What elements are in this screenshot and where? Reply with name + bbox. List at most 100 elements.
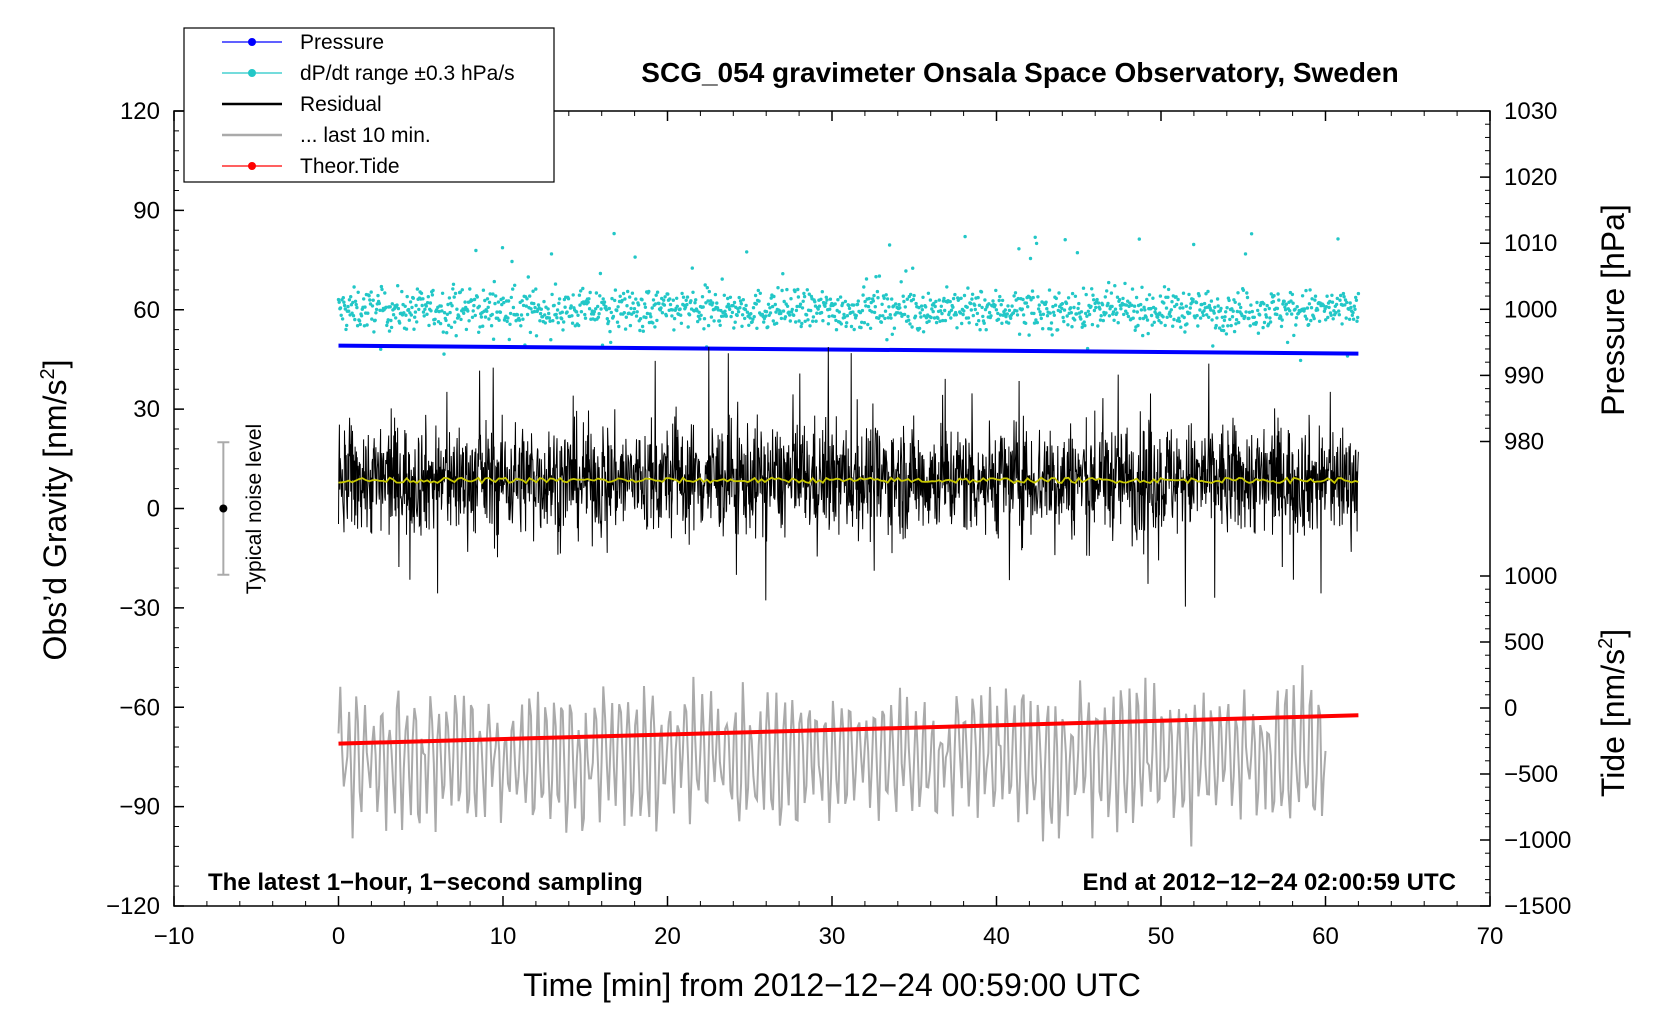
- dpdt-point: [996, 317, 1001, 321]
- dpdt-point: [1107, 314, 1112, 318]
- dpdt-point: [533, 305, 537, 310]
- dpdt-point: [828, 297, 833, 301]
- dpdt-point: [780, 288, 784, 293]
- dpdt-point: [362, 297, 366, 301]
- y-left-tick-label: 0: [147, 496, 160, 523]
- dpdt-point: [1330, 300, 1335, 304]
- dpdt-point: [728, 295, 733, 299]
- dpdt-point: [1202, 309, 1206, 313]
- dpdt-point: [1121, 296, 1125, 301]
- dpdt-point: [604, 305, 608, 309]
- dpdt-point: [1058, 309, 1063, 314]
- dpdt-point: [1356, 291, 1361, 296]
- dpdt-point: [1281, 302, 1285, 306]
- dpdt-point: [919, 304, 924, 308]
- dpdt-point: [440, 291, 445, 295]
- dpdt-point: [478, 325, 482, 329]
- dpdt-point: [1229, 323, 1233, 328]
- dpdt-point: [815, 311, 819, 315]
- dpdt-point: [910, 325, 914, 329]
- dpdt-point: [834, 328, 839, 332]
- dpdt-point: [1207, 303, 1212, 308]
- dpdt-point: [423, 307, 427, 311]
- dpdt-point: [698, 317, 702, 321]
- dpdt-point: [795, 304, 799, 309]
- dpdt-point: [1268, 316, 1272, 320]
- dpdt-point: [1214, 323, 1218, 328]
- dpdt-point: [1305, 317, 1309, 321]
- dpdt-point: [859, 325, 863, 330]
- dpdt-point: [1262, 302, 1266, 306]
- dpdt-point: [960, 321, 964, 326]
- dpdt-point: [1135, 310, 1140, 314]
- dpdt-point: [1267, 306, 1272, 311]
- dpdt-point: [1349, 305, 1353, 310]
- dpdt-point: [945, 285, 949, 289]
- dpdt-point: [596, 315, 601, 319]
- dpdt-point: [472, 303, 476, 308]
- dpdt-point: [886, 316, 890, 320]
- dpdt-point: [1073, 318, 1077, 322]
- dpdt-point: [462, 308, 467, 312]
- dpdt-point: [582, 302, 586, 306]
- dpdt-point: [921, 295, 925, 299]
- dpdt-point: [432, 322, 437, 326]
- dpdt-point: [1047, 288, 1052, 292]
- tide-tick-label: 0: [1504, 695, 1517, 722]
- dpdt-point: [701, 305, 705, 309]
- dpdt-point: [901, 294, 905, 298]
- dpdt-point: [1240, 313, 1244, 318]
- dpdt-point: [1347, 317, 1352, 321]
- dpdt-point: [937, 298, 941, 302]
- dpdt-point: [843, 315, 847, 319]
- dpdt-point: [836, 298, 840, 302]
- dpdt-point: [745, 250, 749, 254]
- dpdt-point: [379, 284, 384, 289]
- dpdt-point: [779, 316, 784, 321]
- dpdt-point: [987, 302, 991, 306]
- dpdt-point: [1178, 306, 1182, 310]
- dpdt-point: [1200, 302, 1204, 307]
- dpdt-point: [1239, 305, 1243, 310]
- dpdt-point: [455, 307, 459, 311]
- dpdt-point: [374, 311, 378, 315]
- dpdt-point: [1111, 310, 1116, 314]
- dpdt-point: [517, 318, 522, 322]
- dpdt-point: [783, 315, 788, 319]
- dpdt-point: [1288, 309, 1292, 313]
- dpdt-point: [775, 321, 779, 325]
- dpdt-point: [864, 277, 869, 281]
- dpdt-point: [1117, 298, 1122, 302]
- dpdt-point: [1064, 301, 1069, 306]
- dpdt-point: [1125, 311, 1129, 316]
- dpdt-point: [970, 292, 975, 296]
- dpdt-point: [1279, 315, 1283, 319]
- dpdt-point: [1355, 319, 1359, 323]
- dpdt-point: [911, 297, 916, 302]
- dpdt-point: [877, 274, 882, 278]
- dpdt-point: [896, 311, 900, 315]
- dpdt-point: [1044, 300, 1048, 304]
- dpdt-point: [1272, 294, 1276, 298]
- dpdt-point: [353, 317, 357, 322]
- dpdt-point: [1033, 235, 1037, 239]
- dpdt-point: [1232, 329, 1237, 334]
- dpdt-point: [1107, 280, 1111, 285]
- dpdt-point: [764, 314, 768, 318]
- dpdt-point: [1077, 301, 1081, 306]
- dpdt-point: [539, 307, 543, 311]
- dpdt-point: [1147, 293, 1152, 297]
- dpdt-point: [1339, 293, 1343, 298]
- dpdt-point: [876, 296, 880, 300]
- dpdt-point: [489, 324, 494, 328]
- dpdt-point: [1161, 315, 1165, 319]
- dpdt-point: [556, 321, 560, 325]
- dpdt-point: [1291, 301, 1295, 305]
- dpdt-point: [684, 298, 688, 302]
- dpdt-point: [622, 311, 626, 315]
- dpdt-point: [1211, 344, 1215, 348]
- dpdt-point: [458, 290, 462, 294]
- dpdt-point: [509, 295, 513, 300]
- dpdt-point: [1328, 299, 1332, 304]
- dpdt-point: [1196, 324, 1200, 328]
